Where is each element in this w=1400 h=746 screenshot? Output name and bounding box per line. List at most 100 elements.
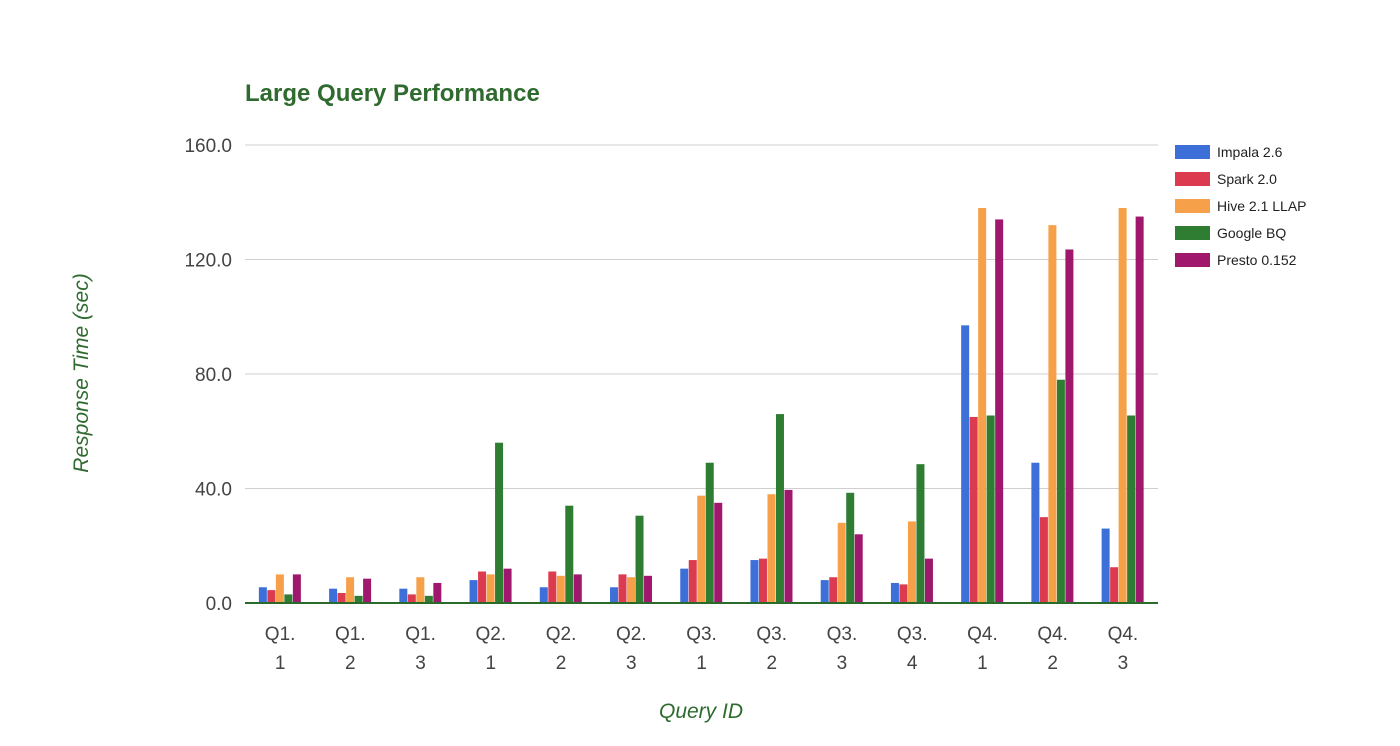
x-tick-label: Q2. <box>546 624 577 645</box>
bar-hive-2-1-llap-11 <box>1048 225 1057 603</box>
bar-presto-0-152-4 <box>573 574 582 604</box>
bar-impala-2-6-4 <box>539 587 548 603</box>
bar-presto-0-152-2 <box>433 582 442 603</box>
bar-presto-0-152-9 <box>924 558 933 603</box>
bar-google-bq-2 <box>424 595 433 603</box>
bar-impala-2-6-1 <box>329 588 338 603</box>
x-axis-ticks: Q1. 1 Q1. 2 Q1. 3 Q2. 1 Q2. 2 Q2. 3 Q3. 1 Q3. 2 Q3. 3 Q3. 4… <box>265 624 1138 674</box>
legend-label: Presto 0.152 <box>1217 252 1297 268</box>
x-tick-label: 3 <box>1118 653 1129 674</box>
x-tick-label: Q1. <box>405 624 436 645</box>
bar-presto-0-152-5 <box>644 575 653 603</box>
bar-impala-2-6-2 <box>399 588 408 603</box>
bar-hive-2-1-llap-4 <box>556 575 565 603</box>
bar-spark-2-0-12 <box>1110 567 1119 603</box>
x-tick-label: 3 <box>837 653 848 674</box>
bar-spark-2-0-3 <box>478 571 487 603</box>
bar-spark-2-0-9 <box>899 584 908 603</box>
x-tick-label: 2 <box>766 653 777 674</box>
bar-hive-2-1-llap-12 <box>1118 207 1127 603</box>
x-tick-label: 2 <box>345 653 356 674</box>
legend-swatch <box>1175 145 1210 159</box>
bar-impala-2-6-7 <box>750 560 759 603</box>
bar-google-bq-8 <box>846 492 855 603</box>
y-tick-label: 160.0 <box>184 136 232 157</box>
x-tick-label: 2 <box>556 653 567 674</box>
bar-google-bq-6 <box>705 462 714 603</box>
bar-spark-2-0-1 <box>337 592 346 603</box>
bar-hive-2-1-llap-10 <box>978 207 987 603</box>
x-tick-label: Q1. <box>265 624 296 645</box>
legend-swatch <box>1175 253 1210 267</box>
y-tick-label: 120.0 <box>184 251 232 272</box>
bar-google-bq-9 <box>916 464 925 603</box>
bar-impala-2-6-10 <box>961 325 970 603</box>
bar-impala-2-6-5 <box>610 587 619 603</box>
legend-label: Hive 2.1 LLAP <box>1217 198 1307 214</box>
x-tick-label: 1 <box>275 653 286 674</box>
bar-presto-0-152-1 <box>363 578 372 603</box>
x-tick-label: Q2. <box>616 624 647 645</box>
bar-spark-2-0-10 <box>969 416 978 603</box>
bar-spark-2-0-5 <box>618 574 627 604</box>
bar-spark-2-0-4 <box>548 571 557 603</box>
legend-label: Google BQ <box>1217 225 1286 241</box>
bar-google-bq-5 <box>635 515 644 603</box>
bar-google-bq-7 <box>775 414 784 603</box>
bar-impala-2-6-9 <box>890 582 899 603</box>
x-tick-label: Q3. <box>686 624 717 645</box>
bar-hive-2-1-llap-1 <box>346 577 355 603</box>
x-tick-label: Q2. <box>475 624 506 645</box>
bar-hive-2-1-llap-9 <box>907 521 916 603</box>
y-axis-title: Response Time (sec) <box>70 273 93 472</box>
x-tick-label: Q4. <box>1108 624 1139 645</box>
legend-swatch <box>1175 199 1210 213</box>
x-tick-label: 1 <box>696 653 707 674</box>
bar-spark-2-0-8 <box>829 577 838 603</box>
bar-impala-2-6-0 <box>258 587 267 603</box>
chart-title: Large Query Performance <box>245 80 540 107</box>
bar-presto-0-152-7 <box>784 489 793 603</box>
x-tick-label: 1 <box>486 653 497 674</box>
x-tick-label: Q3. <box>827 624 858 645</box>
legend: Impala 2.6 Spark 2.0 Hive 2.1 LLAP Google B… <box>1175 144 1307 268</box>
bar-presto-0-152-8 <box>854 534 863 603</box>
y-tick-label: 80.0 <box>195 365 232 386</box>
y-tick-label: 0.0 <box>206 594 232 615</box>
bar-presto-0-152-0 <box>292 574 301 604</box>
x-tick-label: Q3. <box>756 624 787 645</box>
bar-google-bq-12 <box>1127 415 1136 603</box>
bar-spark-2-0-6 <box>688 560 697 603</box>
x-tick-label: 4 <box>907 653 918 674</box>
bar-impala-2-6-3 <box>469 580 478 603</box>
legend-swatch <box>1175 172 1210 186</box>
bar-hive-2-1-llap-6 <box>697 495 706 603</box>
bar-presto-0-152-6 <box>714 502 723 603</box>
bar-hive-2-1-llap-0 <box>275 574 284 604</box>
bar-presto-0-152-12 <box>1135 216 1144 603</box>
x-tick-label: Q1. <box>335 624 366 645</box>
x-tick-label: Q3. <box>897 624 928 645</box>
bar-impala-2-6-11 <box>1031 462 1040 603</box>
legend-label: Spark 2.0 <box>1217 171 1277 187</box>
bar-google-bq-3 <box>495 442 504 603</box>
bar-presto-0-152-11 <box>1065 249 1074 604</box>
x-tick-label: 1 <box>977 653 988 674</box>
bar-hive-2-1-llap-2 <box>416 577 425 603</box>
bar-hive-2-1-llap-5 <box>627 577 636 603</box>
bar-spark-2-0-0 <box>267 590 276 603</box>
x-tick-label: 3 <box>415 653 426 674</box>
bar-google-bq-4 <box>565 505 574 603</box>
bar-hive-2-1-llap-7 <box>767 494 776 603</box>
bar-hive-2-1-llap-3 <box>486 574 495 604</box>
x-tick-label: Q4. <box>1037 624 1068 645</box>
x-tick-label: 3 <box>626 653 637 674</box>
y-tick-label: 40.0 <box>195 480 232 501</box>
bar-presto-0-152-3 <box>503 568 512 603</box>
x-tick-label: 2 <box>1047 653 1058 674</box>
bar-impala-2-6-6 <box>680 568 689 603</box>
legend-label: Impala 2.6 <box>1217 144 1283 160</box>
gridlines <box>245 144 1158 489</box>
bar-google-bq-0 <box>284 594 293 603</box>
